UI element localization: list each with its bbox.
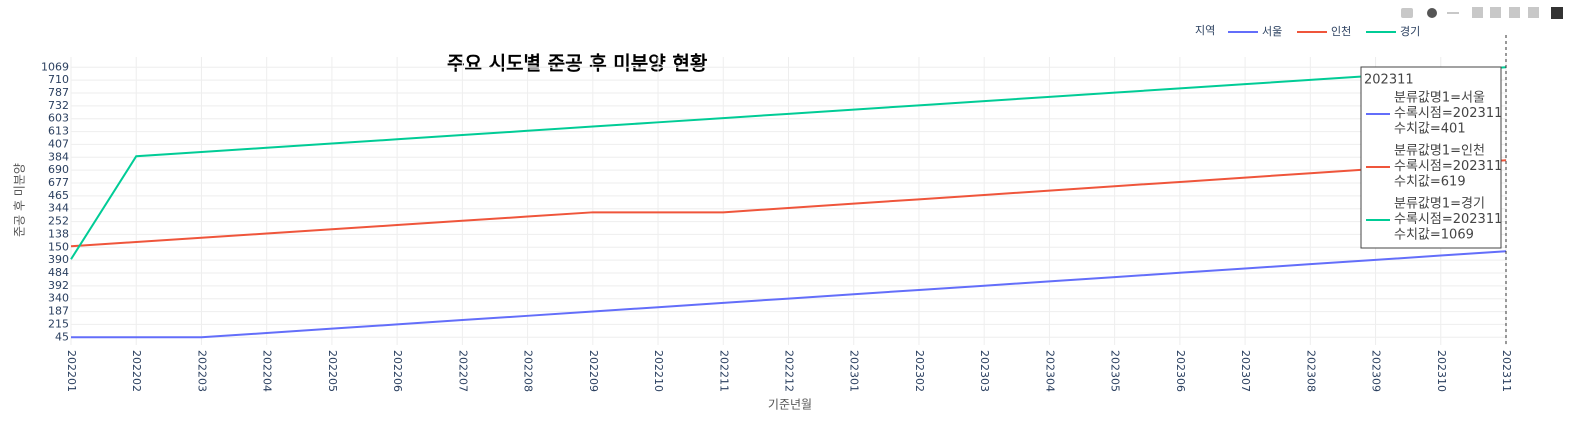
x-tick-label: 202204 xyxy=(261,350,274,392)
hover-line: 수치값=401 xyxy=(1394,122,1466,137)
hover-line: 분류값명1=경기 xyxy=(1394,197,1485,212)
hover-frame xyxy=(1360,66,1502,249)
x-tick-label: 202201 xyxy=(65,350,78,392)
x-tick-label: 202211 xyxy=(717,350,730,392)
reset-icon[interactable] xyxy=(1528,7,1539,18)
x-tick-label: 202205 xyxy=(326,350,339,392)
series-line xyxy=(70,159,1507,248)
y-axis-title: 준공 후 미분양 xyxy=(13,163,27,237)
plotly-logo[interactable] xyxy=(1551,7,1563,19)
y-tick-label: 677 xyxy=(48,176,69,189)
legend-label: 경기 xyxy=(1400,25,1420,38)
chart-title: 주요 시도별 준공 후 미분양 현황 xyxy=(447,52,708,75)
y-tick-label: 787 xyxy=(48,86,69,99)
y-tick-label: 465 xyxy=(48,189,69,202)
hover-title: 202311 xyxy=(1364,73,1414,88)
zoom-out-icon[interactable] xyxy=(1490,7,1501,18)
x-tick-label: 202212 xyxy=(783,350,796,392)
x-tick-label: 202309 xyxy=(1370,350,1383,392)
y-tick-label: 732 xyxy=(48,99,69,112)
x-tick-label: 202310 xyxy=(1435,350,1448,392)
y-tick-label: 384 xyxy=(48,150,69,163)
y-tick-label: 252 xyxy=(48,215,69,228)
x-tick-label: 202202 xyxy=(130,350,143,392)
y-tick-label: 45 xyxy=(55,330,69,343)
hover-line: 분류값명1=서울 xyxy=(1394,91,1485,106)
pan-icon[interactable] xyxy=(1447,12,1459,14)
x-tick-label: 202308 xyxy=(1304,350,1317,392)
hover-line: 분류값명1=인천 xyxy=(1394,144,1485,159)
x-tick-label: 202307 xyxy=(1239,350,1252,392)
grid xyxy=(70,57,1507,345)
x-tick-label: 202209 xyxy=(587,350,600,392)
x-tick-label: 202203 xyxy=(195,350,208,392)
y-tick-label: 603 xyxy=(48,112,69,125)
legend-label: 인천 xyxy=(1331,24,1351,38)
camera-icon[interactable] xyxy=(1401,8,1413,18)
y-tick-label: 187 xyxy=(48,305,69,318)
hover-line: 수록시점=202311 xyxy=(1394,212,1502,227)
x-tick-label: 202208 xyxy=(522,350,535,392)
x-tick-label: 202207 xyxy=(456,350,469,392)
series-line xyxy=(71,250,1507,339)
hover-line: 수치값=1069 xyxy=(1394,228,1474,243)
y-tick-label: 710 xyxy=(48,73,69,86)
y-tick-label: 138 xyxy=(48,227,69,240)
x-tick-label: 202303 xyxy=(978,350,991,392)
y-tick-label: 390 xyxy=(48,253,69,266)
y-tick-label: 484 xyxy=(48,266,69,279)
hover-line: 수록시점=202311 xyxy=(1394,159,1502,174)
y-tick-label: 344 xyxy=(48,202,69,215)
y-tick-label: 690 xyxy=(48,163,69,176)
zoom-in-icon[interactable] xyxy=(1472,7,1483,18)
modebar[interactable] xyxy=(1401,7,1563,19)
hover-line: 수록시점=202311 xyxy=(1394,106,1502,121)
y-tick-label: 407 xyxy=(48,137,69,150)
legend-label: 서울 xyxy=(1262,25,1282,38)
y-tick-label: 392 xyxy=(48,279,69,292)
y-tick-label: 150 xyxy=(48,240,69,253)
x-tick-label: 202206 xyxy=(391,350,404,392)
autoscale-icon[interactable] xyxy=(1509,7,1520,18)
y-tick-label: 613 xyxy=(48,125,69,138)
x-tick-label: 202301 xyxy=(848,350,861,392)
x-axis-title: 기준년월 xyxy=(768,398,812,412)
x-tick-label: 202305 xyxy=(1109,350,1122,392)
x-tick-label: 202311 xyxy=(1500,350,1513,392)
zoom-icon[interactable] xyxy=(1427,8,1437,18)
x-tick-label: 202304 xyxy=(1043,350,1056,392)
legend-title: 지역 xyxy=(1195,24,1215,37)
y-tick-label: 340 xyxy=(48,292,69,305)
x-tick-label: 202210 xyxy=(652,350,665,392)
y-tick-label: 1069 xyxy=(41,60,69,73)
hover-box: 202311분류값명1=서울수록시점=202311수치값=401분류값명1=인천… xyxy=(1360,66,1502,249)
hover-line: 수치값=619 xyxy=(1394,175,1466,190)
y-tick-label: 215 xyxy=(48,317,69,330)
x-tick-label: 202302 xyxy=(913,350,926,392)
series-line xyxy=(70,66,1507,260)
x-tick-label: 202306 xyxy=(1174,350,1187,392)
